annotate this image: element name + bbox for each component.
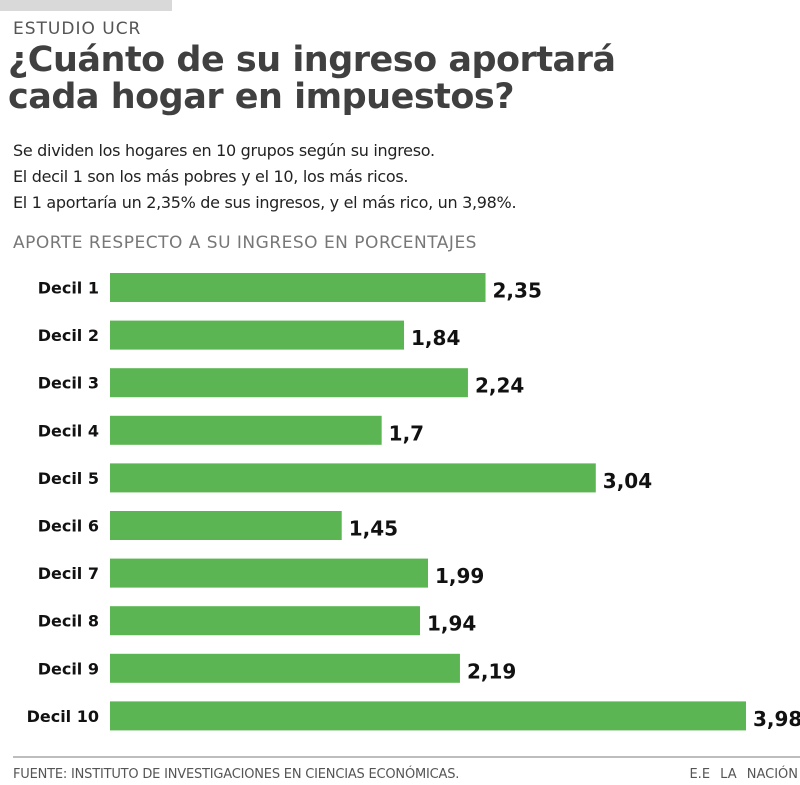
bar: [110, 320, 405, 350]
bar-chart: Decil 1 2,35 Decil 2 1,84 Decil 3 2,24 Decil 4…: [27, 273, 800, 731]
chart-title: APORTE RESPECTO A SU INGRESO EN PORCENTA…: [13, 233, 477, 253]
bar: [110, 368, 468, 398]
top-accent-bar: [0, 0, 172, 11]
value-label: 1,94: [427, 612, 476, 636]
description: Se dividen los hogares en 10 grupos segú…: [13, 138, 517, 216]
value-label: 2,19: [467, 659, 516, 683]
value-label: 1,84: [411, 326, 460, 350]
category-label: Decil 4: [38, 421, 99, 440]
category-label: Decil 10: [27, 707, 99, 726]
description-line: El 1 aportaría un 2,35% de sus ingresos,…: [13, 193, 517, 212]
value-label: 1,99: [435, 564, 484, 588]
category-label: Decil 8: [38, 612, 99, 631]
value-label: 3,04: [603, 469, 652, 493]
category-label: Decil 6: [38, 517, 99, 536]
category-label: Decil 7: [38, 564, 99, 583]
kicker: ESTUDIO UCR: [13, 19, 142, 39]
value-label: 1,7: [389, 421, 424, 445]
value-label: 1,45: [349, 517, 398, 541]
title-line-1: ¿Cuánto de su ingreso aportará: [8, 40, 616, 80]
bar: [110, 463, 596, 493]
category-label: Decil 3: [38, 374, 99, 393]
category-label: Decil 5: [38, 469, 99, 488]
description-line: El decil 1 son los más pobres y el 10, l…: [13, 167, 409, 186]
title-line-2: cada hogar en impuestos?: [8, 77, 515, 117]
description-line: Se dividen los hogares en 10 grupos segú…: [13, 141, 435, 160]
credit: E.E LA NACIÓN: [689, 767, 798, 782]
category-label: Decil 1: [38, 279, 99, 298]
bar: [110, 511, 342, 540]
value-label: 2,35: [493, 279, 542, 303]
bar: [110, 558, 428, 588]
bar: [110, 415, 382, 445]
value-label: 3,98: [753, 707, 800, 731]
bar: [110, 653, 460, 683]
footer-divider: [13, 756, 800, 758]
bar: [110, 273, 486, 302]
bar: [110, 606, 421, 636]
category-label: Decil 9: [38, 659, 99, 678]
page-title: ¿Cuánto de su ingreso aportará cada hoga…: [8, 42, 788, 116]
bar: [110, 701, 746, 731]
source-note: FUENTE: INSTITUTO DE INVESTIGACIONES EN …: [13, 767, 460, 782]
category-label: Decil 2: [38, 326, 99, 345]
value-label: 2,24: [475, 374, 524, 398]
